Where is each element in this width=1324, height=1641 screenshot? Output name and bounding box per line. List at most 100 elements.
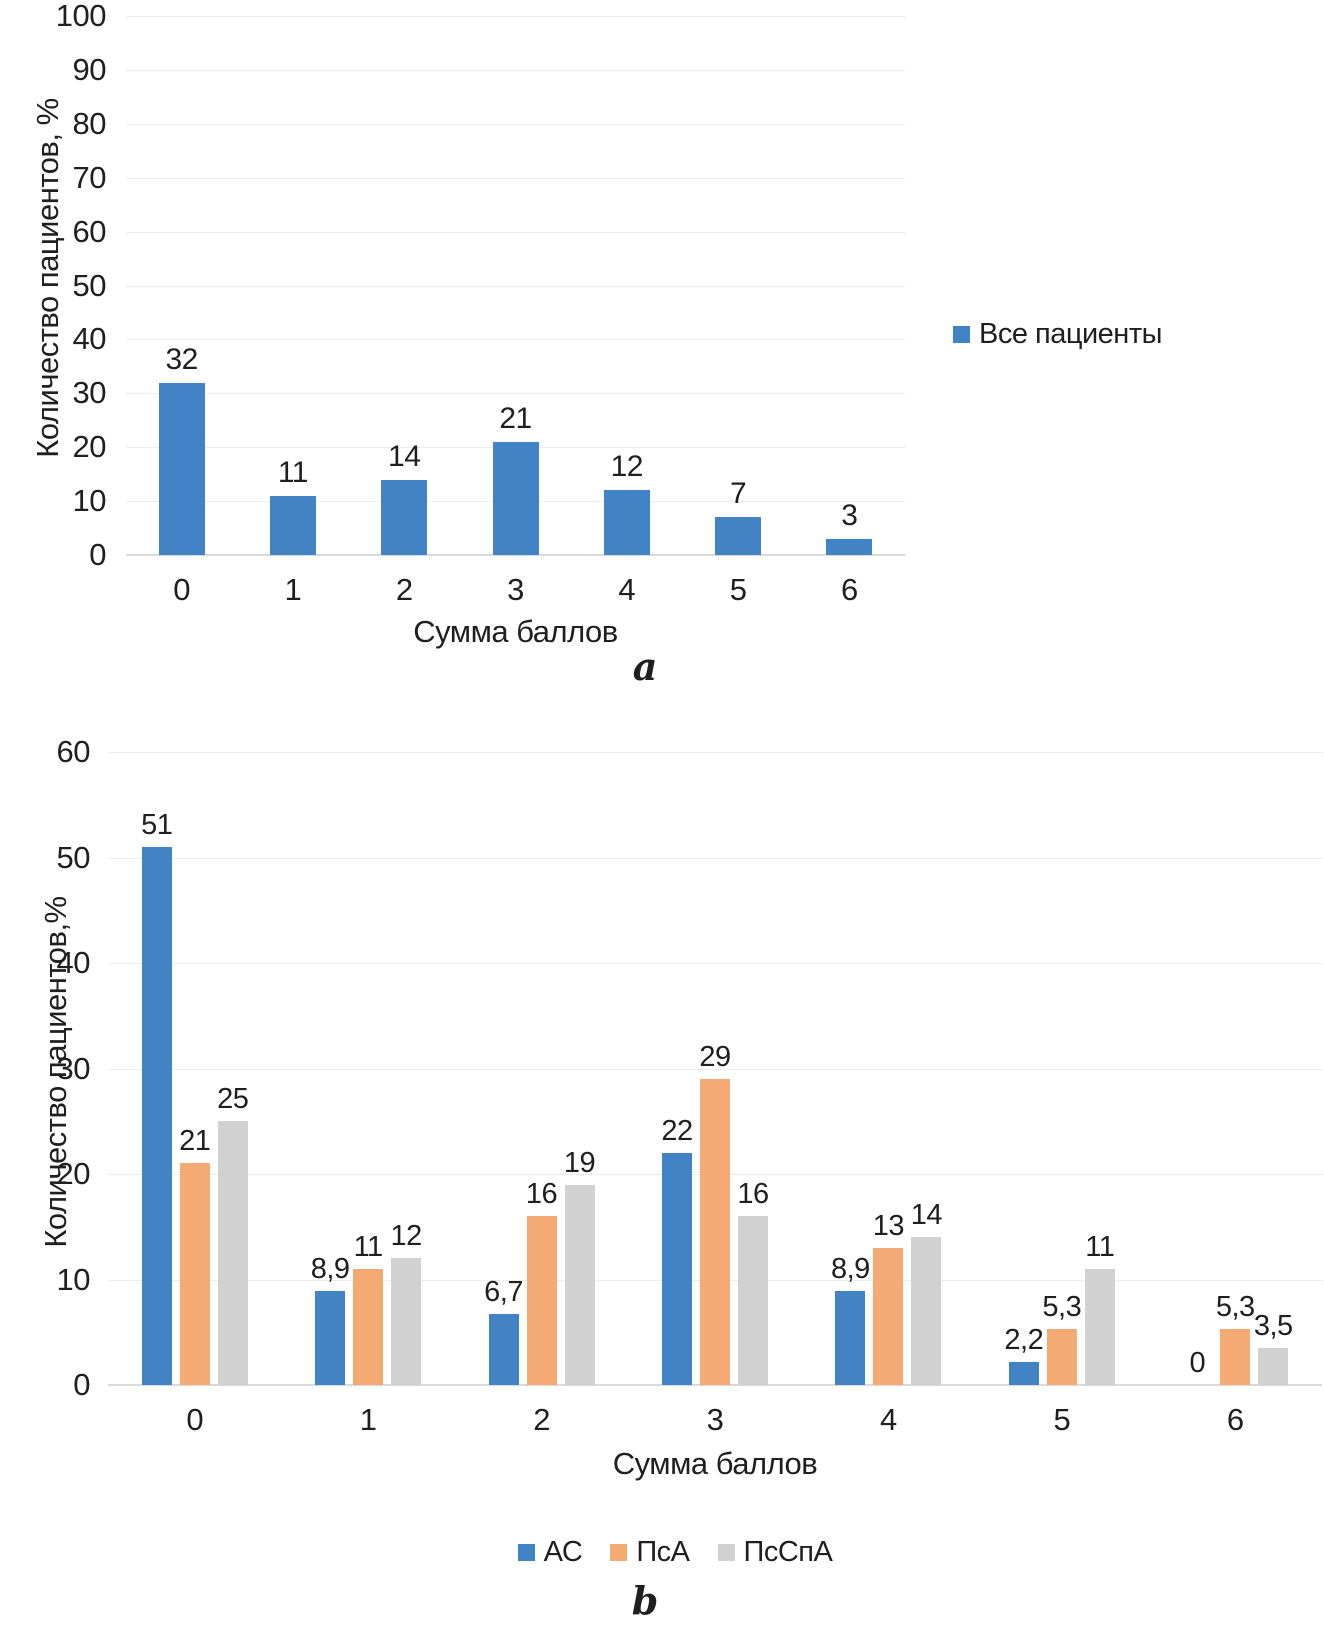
y-tick-label: 90 <box>72 51 107 87</box>
bar-ПсА-x3 <box>700 1079 730 1385</box>
legend-swatch-icon <box>517 1544 535 1561</box>
x-tick-label: 6 <box>1226 1402 1244 1437</box>
value-label-ПсСпА-x2: 19 <box>563 1146 596 1179</box>
x-tick-label: 0 <box>186 1402 204 1437</box>
value-label-ПсСпА-x6: 3,5 <box>1253 1310 1293 1343</box>
y-tick-label: 20 <box>72 429 107 465</box>
legend-label: Все пациенты <box>979 318 1162 350</box>
value-label-АС-x4: 8,9 <box>831 1253 870 1286</box>
y-tick-label: 30 <box>56 1050 91 1086</box>
bar-АС-x1 <box>315 1291 346 1385</box>
value-label-ПсА-x1: 11 <box>353 1230 384 1263</box>
value-label-АС-x3: 22 <box>661 1114 693 1147</box>
value-label-АС-x2: 6,7 <box>484 1276 523 1309</box>
y-tick-label: 10 <box>56 1261 91 1297</box>
value-label-Все пациенты-x4: 12 <box>610 450 644 484</box>
value-label-АС-x1: 8,9 <box>310 1253 350 1286</box>
x-tick-label: 0 <box>173 572 191 607</box>
bar-АС-x0 <box>141 846 172 1385</box>
y-tick-label: 10 <box>72 483 107 519</box>
value-label-ПсА-x4: 13 <box>872 1209 905 1242</box>
y-tick-label: 20 <box>56 1156 91 1191</box>
x-tick-label: 5 <box>1053 1402 1071 1437</box>
legend-a: Все пациенты <box>953 318 1162 351</box>
bar-Все пациенты-x0 <box>158 382 205 555</box>
legend-item-ПсСпА: ПсСпА <box>717 1536 833 1569</box>
y-tick-label: 40 <box>56 945 91 980</box>
value-label-ПсА-x0: 21 <box>179 1125 211 1158</box>
legend-b: АС ПсА ПсСпА <box>400 1536 950 1569</box>
bar-АС-x4 <box>835 1291 866 1385</box>
x-tick-label: 1 <box>359 1402 377 1437</box>
gridline <box>108 752 1322 753</box>
value-label-Все пациенты-x3: 21 <box>499 401 532 435</box>
x-tick-label: 1 <box>284 572 302 607</box>
bar-ПсСпА-x5 <box>1084 1268 1115 1385</box>
y-tick-label: 40 <box>72 321 107 357</box>
x-tick-label: 4 <box>618 572 636 607</box>
y-tick-label: 80 <box>72 105 107 141</box>
value-label-Все пациенты-x0: 32 <box>165 342 198 376</box>
gridline <box>126 231 905 233</box>
value-label-ПсСпА-x0: 25 <box>217 1083 249 1116</box>
legend-swatch-icon <box>610 1544 628 1561</box>
legend-label: ПсСпА <box>743 1536 833 1568</box>
value-label-ПсА-x6: 5,3 <box>1215 1291 1255 1324</box>
bar-Все пациенты-x4 <box>603 490 650 555</box>
bar-Все пациенты-x3 <box>492 441 539 555</box>
bar-Все пациенты-x5 <box>715 517 762 555</box>
bar-ПсСпА-x3 <box>738 1216 768 1385</box>
value-label-Все пациенты-x2: 14 <box>388 439 421 473</box>
x-tick-label: 4 <box>880 1402 897 1437</box>
y-tick-label: 0 <box>89 537 106 572</box>
value-label-АС-x6: 0 <box>1189 1347 1206 1379</box>
y-tick-label: 50 <box>56 839 91 875</box>
gridline <box>126 69 905 71</box>
bar-ПсСпА-x2 <box>564 1184 595 1385</box>
y-tick-label: 100 <box>55 0 107 33</box>
bar-Все пациенты-x1 <box>269 495 316 555</box>
legend-item-ПсА: ПсА <box>610 1536 690 1569</box>
x-tick-label: 6 <box>840 572 858 607</box>
gridline <box>108 857 1322 859</box>
bar-Все пациенты-x6 <box>826 538 873 555</box>
value-label-ПсСпА-x5: 11 <box>1085 1230 1115 1263</box>
value-label-ПсА-x2: 16 <box>525 1178 558 1211</box>
value-label-ПсА-x5: 5,3 <box>1042 1291 1082 1324</box>
gridline <box>126 16 905 17</box>
bar-ПсА-x0 <box>179 1163 210 1385</box>
bar-ПсСпА-x1 <box>391 1258 422 1385</box>
bar-АС-x3 <box>662 1152 692 1385</box>
y-tick-label: 0 <box>73 1367 90 1402</box>
gridline <box>108 1068 1322 1070</box>
bar-ПсА-x1 <box>353 1268 384 1385</box>
bar-ПсСпА-x4 <box>911 1237 942 1385</box>
value-label-ПсСпА-x1: 12 <box>390 1220 423 1253</box>
y-tick-label: 60 <box>72 213 107 249</box>
y-tick-label: 60 <box>56 734 91 769</box>
x-tick-label: 5 <box>729 572 747 607</box>
x-tick-label: 3 <box>507 572 524 607</box>
value-label-ПсСпА-x3: 16 <box>737 1178 769 1211</box>
bar-Все пациенты-x2 <box>381 479 428 555</box>
value-label-Все пациенты-x1: 11 <box>277 455 309 489</box>
value-label-Все пациенты-x6: 3 <box>841 498 858 532</box>
x-axis-title-b: Сумма баллов <box>612 1446 818 1481</box>
y-tick-label: 70 <box>72 159 107 195</box>
x-tick-label: 3 <box>706 1402 724 1437</box>
bar-ПсА-x5 <box>1046 1329 1077 1385</box>
value-label-АС-x0: 51 <box>141 808 173 841</box>
legend-label: ПсА <box>636 1536 690 1568</box>
value-label-ПсСпА-x4: 14 <box>910 1199 943 1232</box>
bar-ПсА-x2 <box>526 1216 557 1385</box>
gridline <box>108 963 1322 964</box>
panel-label-b: b <box>631 1578 659 1623</box>
legend-item-АС: АС <box>517 1536 583 1569</box>
value-label-АС-x5: 2,2 <box>1004 1323 1044 1356</box>
panel-label-a: a <box>632 644 658 689</box>
gridline <box>126 285 905 287</box>
y-tick-label: 50 <box>72 267 107 303</box>
x-axis-line <box>126 554 905 556</box>
x-tick-label: 2 <box>533 1402 550 1437</box>
